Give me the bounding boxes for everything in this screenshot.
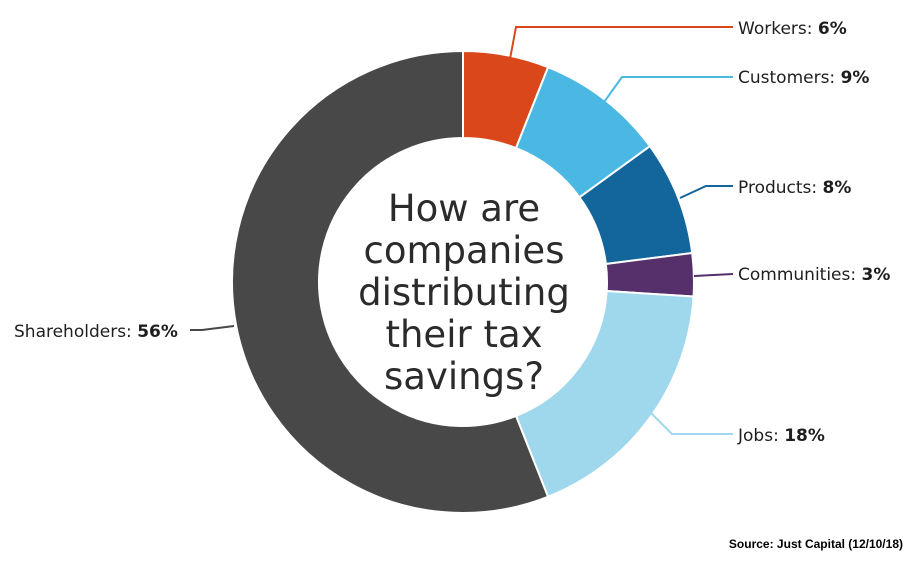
slice-label-value: 3% xyxy=(862,265,891,285)
leader-line xyxy=(693,273,734,277)
leader-line xyxy=(596,76,733,113)
slice-label: Shareholders: 56% xyxy=(14,322,178,342)
slice-label-name: Communities: xyxy=(738,265,862,285)
center-title-line: companies xyxy=(363,229,565,272)
slice-label-value: 8% xyxy=(823,178,852,198)
center-title-line: How are xyxy=(387,187,541,230)
slice-label: Customers: 9% xyxy=(738,68,869,88)
slice-label-value: 56% xyxy=(137,322,178,342)
leader-line xyxy=(650,412,733,435)
slice-label: Products: 8% xyxy=(738,178,851,198)
slice-label-value: 9% xyxy=(841,68,870,88)
slice-label-value: 18% xyxy=(784,426,825,446)
slice-label-value: 6% xyxy=(818,19,847,39)
center-title-line: savings? xyxy=(384,355,544,398)
slice-label-name: Jobs: xyxy=(737,426,784,446)
donut-slice xyxy=(230,49,550,514)
slice-label-name: Workers: xyxy=(738,19,818,39)
slice-label-name: Products: xyxy=(738,178,823,198)
leader-line xyxy=(509,26,733,60)
slice-label: Communities: 3% xyxy=(738,265,890,285)
leader-line xyxy=(679,185,733,199)
center-title-line: their tax xyxy=(385,313,543,356)
source-note: Source: Just Capital (12/10/18) xyxy=(728,537,903,551)
slice-label: Jobs: 18% xyxy=(737,426,825,446)
center-title-line: distributing xyxy=(358,271,570,314)
slice-label-name: Shareholders: xyxy=(14,322,137,342)
slice-label: Workers: 6% xyxy=(738,19,847,39)
center-title: How are companies distributing their tax… xyxy=(334,188,594,398)
slice-label-name: Customers: xyxy=(738,68,841,88)
leader-line xyxy=(190,325,235,331)
